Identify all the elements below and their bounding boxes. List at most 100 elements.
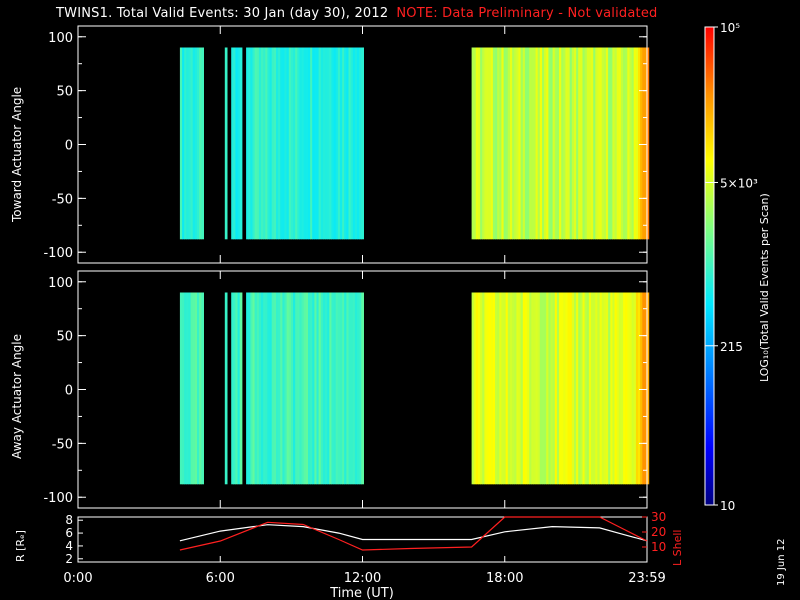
heatmap-cell bbox=[531, 47, 534, 240]
orbit-left-tick-label: 6 bbox=[65, 526, 73, 540]
heatmap-cell bbox=[603, 47, 607, 240]
heatmap-cell bbox=[542, 292, 545, 485]
heatmap-cell bbox=[325, 292, 328, 485]
heatmap-cell bbox=[627, 292, 630, 485]
heatmap-cell bbox=[606, 47, 609, 240]
heatmap-cell bbox=[318, 47, 322, 240]
heatmap-cell bbox=[297, 47, 300, 240]
heatmap-cell bbox=[199, 292, 202, 485]
x-tick-label: 23:59 bbox=[628, 571, 665, 586]
heatmap-cell bbox=[194, 292, 198, 485]
heatmap-cell bbox=[576, 292, 579, 485]
heatmap-cell bbox=[623, 292, 626, 485]
heatmap-cell bbox=[190, 292, 194, 485]
orbit-left-tick-label: 8 bbox=[65, 513, 73, 527]
heatmap-cell bbox=[303, 47, 307, 240]
heatmap-cell bbox=[638, 47, 641, 240]
heatmap-cell bbox=[335, 292, 339, 485]
heatmap-cell bbox=[612, 292, 616, 485]
heatmap-cell bbox=[235, 292, 239, 485]
heatmap-cell bbox=[248, 47, 251, 240]
heatmap-cell bbox=[490, 292, 494, 485]
heatmap-cell bbox=[179, 292, 183, 485]
heatmap-cell bbox=[288, 47, 292, 240]
heatmap-cell bbox=[297, 292, 300, 485]
heatmap-cell bbox=[233, 47, 236, 240]
colorbar-ticks: 10⁵ 5×10³ 215 10 bbox=[705, 21, 758, 513]
heatmap-cell bbox=[333, 292, 337, 485]
heatmap-cell bbox=[348, 47, 352, 240]
heatmap-cell bbox=[561, 47, 564, 240]
heatmap-cell bbox=[614, 292, 618, 485]
heatmap-cell bbox=[633, 292, 637, 485]
heatmap-cell bbox=[584, 47, 588, 240]
y-tick-label: 50 bbox=[56, 330, 73, 345]
heatmap-cell bbox=[286, 292, 290, 485]
top-y-axis: 100 50 0 -50 -100 bbox=[43, 31, 647, 261]
bottom-panel: 100 50 0 -50 -100 bbox=[43, 270, 650, 509]
heatmap-cell bbox=[473, 292, 477, 485]
bottom-x-ticks bbox=[77, 271, 648, 508]
x-tick-label: 18:00 bbox=[486, 571, 523, 586]
heatmap-cell bbox=[518, 292, 522, 485]
heatmap-cell bbox=[492, 292, 496, 485]
heatmap-cell bbox=[488, 292, 492, 485]
heatmap-cell bbox=[340, 292, 343, 485]
heatmap-cell bbox=[539, 47, 543, 240]
heatmap-cell bbox=[246, 47, 249, 240]
heatmap-cell bbox=[527, 292, 530, 485]
heatmap-cell bbox=[329, 47, 332, 240]
heatmap-cell bbox=[263, 47, 266, 240]
heatmap-cell bbox=[344, 292, 347, 485]
heatmap-cell bbox=[286, 47, 290, 240]
orbit-left-tick-label: 4 bbox=[65, 539, 73, 553]
heatmap-cell bbox=[325, 47, 328, 240]
bottom-y-axis: 100 50 0 -50 -100 bbox=[43, 276, 647, 506]
heatmap-cell bbox=[501, 47, 505, 240]
heatmap-cell bbox=[188, 292, 192, 485]
heatmap-cell bbox=[271, 292, 275, 485]
heatmap-cell bbox=[591, 292, 594, 485]
heatmap-cell bbox=[267, 292, 271, 485]
heatmap-cell bbox=[546, 292, 549, 485]
heatmap-cell bbox=[352, 292, 356, 485]
heatmap-cell bbox=[601, 47, 605, 240]
top-heatmap bbox=[179, 47, 650, 240]
heatmap-cell bbox=[233, 292, 236, 485]
heatmap-cell bbox=[627, 47, 630, 240]
heatmap-cell bbox=[359, 292, 362, 485]
heatmap-cell bbox=[184, 292, 187, 485]
heatmap-cell bbox=[593, 292, 596, 485]
heatmap-cell bbox=[293, 292, 296, 485]
heatmap-cell bbox=[237, 47, 241, 240]
heatmap-cell bbox=[335, 47, 339, 240]
heatmap-cell bbox=[342, 292, 345, 485]
x-tick-labels: 0:00 6:00 12:00 18:00 23:59 bbox=[63, 571, 665, 586]
heatmap-cell bbox=[199, 47, 202, 240]
heatmap-cell bbox=[574, 292, 577, 485]
heatmap-cell bbox=[271, 47, 275, 240]
heatmap-cell bbox=[548, 292, 552, 485]
heatmap-cell bbox=[524, 292, 528, 485]
heatmap-cell bbox=[237, 292, 241, 485]
heatmap-cell bbox=[471, 47, 475, 240]
heatmap-cell bbox=[314, 47, 318, 240]
y-tick-label: 0 bbox=[65, 384, 73, 399]
heatmap-cell bbox=[290, 47, 294, 240]
heatmap-cell bbox=[565, 47, 569, 240]
heatmap-cell bbox=[186, 47, 189, 240]
heatmap-cell bbox=[537, 292, 541, 485]
heatmap-cell bbox=[563, 292, 566, 485]
x-axis-label: Time (UT) bbox=[329, 586, 394, 600]
colorbar-tick-label: 5×10³ bbox=[720, 176, 758, 190]
heatmap-cell bbox=[574, 47, 577, 240]
heatmap-cell bbox=[486, 47, 490, 240]
orbit-left-y-label: R [Rₑ] bbox=[14, 530, 27, 562]
heatmap-cell bbox=[599, 47, 603, 240]
colorbar: 10⁵ 5×10³ 215 10 bbox=[704, 21, 758, 513]
heatmap-cell bbox=[197, 47, 200, 240]
heatmap-cell bbox=[537, 47, 541, 240]
heatmap-cell bbox=[478, 47, 481, 240]
heatmap-cell bbox=[331, 47, 335, 240]
